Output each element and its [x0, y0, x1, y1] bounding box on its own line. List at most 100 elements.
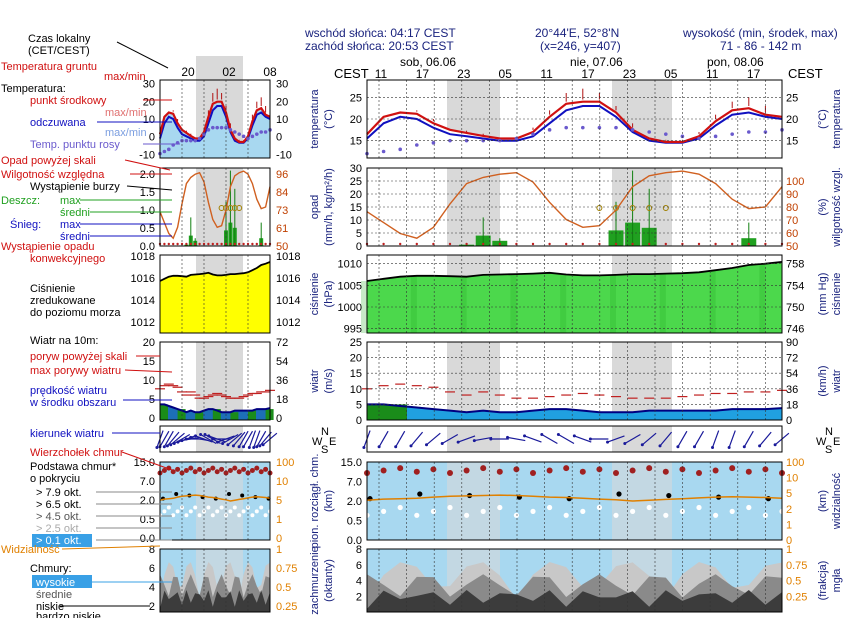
cloud-base-dense-dot [240, 493, 245, 498]
y-tick-label: 25 [350, 337, 362, 349]
wind-arrow-head [506, 435, 510, 439]
cloud-base-dot [497, 504, 503, 511]
wind-arrow [200, 433, 217, 445]
y-tick-label-right: 2 [786, 504, 792, 516]
small-y-tick: 7.0 [140, 476, 155, 488]
legend-leader [61, 545, 161, 550]
storm-marker [231, 205, 238, 211]
perceived-line [159, 105, 271, 144]
cloud-base-dot [259, 505, 264, 510]
cloud-top-dot [214, 469, 220, 475]
axis-title: (%) [817, 198, 829, 215]
cloud-base-dot [237, 513, 242, 518]
dew-point-dot [250, 134, 255, 139]
precip-occurrence-dot [631, 242, 634, 246]
cloud-base-dot [630, 508, 636, 514]
precip-occurrence-dot [382, 242, 385, 246]
pressure-shade [659, 273, 666, 333]
precip-occurrence-dot [172, 242, 175, 246]
legend-time-local: Czas lokalny [28, 33, 91, 45]
wind-shade [367, 404, 407, 420]
small-panel-frame [159, 425, 271, 453]
legend-leader [121, 451, 173, 471]
legend-very-low: bardzo niskie [36, 611, 101, 618]
humidity-line [366, 170, 783, 239]
y-tick-label-right: 1 [786, 544, 792, 556]
precip-occurrence-dot [216, 242, 219, 246]
legend-okt-0: > 7.9 okt. [36, 487, 82, 499]
wind-arrow-head [658, 444, 662, 448]
wind-arrow [607, 435, 625, 443]
cover-low [367, 590, 782, 612]
cover-low [160, 590, 270, 612]
cloud-top-dot [254, 465, 260, 471]
legend-leader [124, 369, 173, 373]
cloud-base-dot [250, 513, 255, 518]
cloud-base-dot [547, 504, 553, 511]
y-tick-label-right: 20 [786, 114, 798, 126]
small-y-tick: 0.0 [140, 241, 155, 253]
pressure-area [160, 261, 270, 333]
legend-cloud-top: Wierzchołek chmur [30, 447, 124, 459]
legend-mid-point-mm: max/min [105, 107, 147, 119]
y-tick-label: 15 [350, 136, 362, 148]
y-tick-label: 7.0 [347, 477, 362, 489]
precip-occurrence-dot [260, 242, 263, 246]
axis-title: (m/s) [323, 368, 335, 393]
dew-point-dot [448, 138, 452, 143]
precip-occurrence-dot [747, 242, 750, 246]
pressure-area [367, 261, 782, 333]
dew-point-dot [431, 141, 436, 145]
compass-n: N [321, 426, 329, 438]
axis-title: pion. rozciągł. chm. [309, 454, 321, 549]
wind-arrow-head [377, 445, 381, 449]
precip-occurrence-dot [264, 242, 267, 246]
cloud-base-dot [713, 512, 719, 518]
wind-arrow-head [258, 444, 262, 448]
wind-arrow-head [242, 445, 245, 449]
legend-rain-max: max [60, 195, 81, 207]
wind-arrow-head [207, 434, 211, 438]
tz-left: CEST [334, 66, 369, 81]
cloud-top-dot [447, 469, 453, 476]
pressure-shade [610, 274, 616, 333]
small-hour-tick: 08 [263, 65, 277, 79]
pressure-shade [759, 263, 766, 333]
cloud-top-dot [380, 467, 387, 474]
small-y-tick-right: 1 [276, 544, 282, 556]
cloud-top-dot [662, 468, 669, 475]
cloud-top-dot [236, 469, 242, 475]
legend-wind-at: Wiatr na 10m: [30, 335, 98, 347]
dew-point-dot [162, 149, 167, 154]
legend-cloud-base: Podstawa chmur* [30, 461, 117, 473]
coordinates-text: 20°44'E, 52°8'N [535, 26, 620, 40]
wind-arrow-head [742, 445, 746, 449]
y-tick-label: 25 [350, 92, 362, 104]
cloud-base-dot [210, 513, 215, 518]
small-y-tick-right: 73 [276, 205, 288, 217]
small-y-tick-right: 0.75 [276, 563, 297, 575]
dew-point-dot [630, 128, 635, 132]
dew-point-dot [713, 134, 718, 139]
panel-frame [366, 254, 783, 334]
y-tick-label-right: 80 [786, 202, 798, 214]
legend-storm: Wystąpienie burzy [30, 181, 120, 193]
wind-shade [248, 410, 256, 420]
wind-arrow [524, 435, 542, 443]
wind-arrow-head [247, 445, 251, 449]
y-tick-label-right: 72 [786, 353, 798, 365]
dew-point-dot [581, 125, 585, 130]
dew-point-dot [246, 136, 250, 141]
dew-point-dot [697, 136, 701, 141]
cloud-base-dense-dot [666, 492, 672, 499]
small-y-tick: 30 [143, 79, 155, 91]
wind-arrow [217, 435, 235, 443]
wind-arrow-head [199, 433, 203, 436]
small-y-tick: 8 [149, 544, 155, 556]
cloud-top-dot [546, 467, 553, 474]
dew-point-dot [233, 130, 237, 134]
temp-mid-line [158, 100, 271, 144]
dew-point-dot [415, 143, 419, 147]
y-tick-label-right: 90 [786, 337, 798, 349]
small-y-tick: 20 [143, 96, 155, 108]
